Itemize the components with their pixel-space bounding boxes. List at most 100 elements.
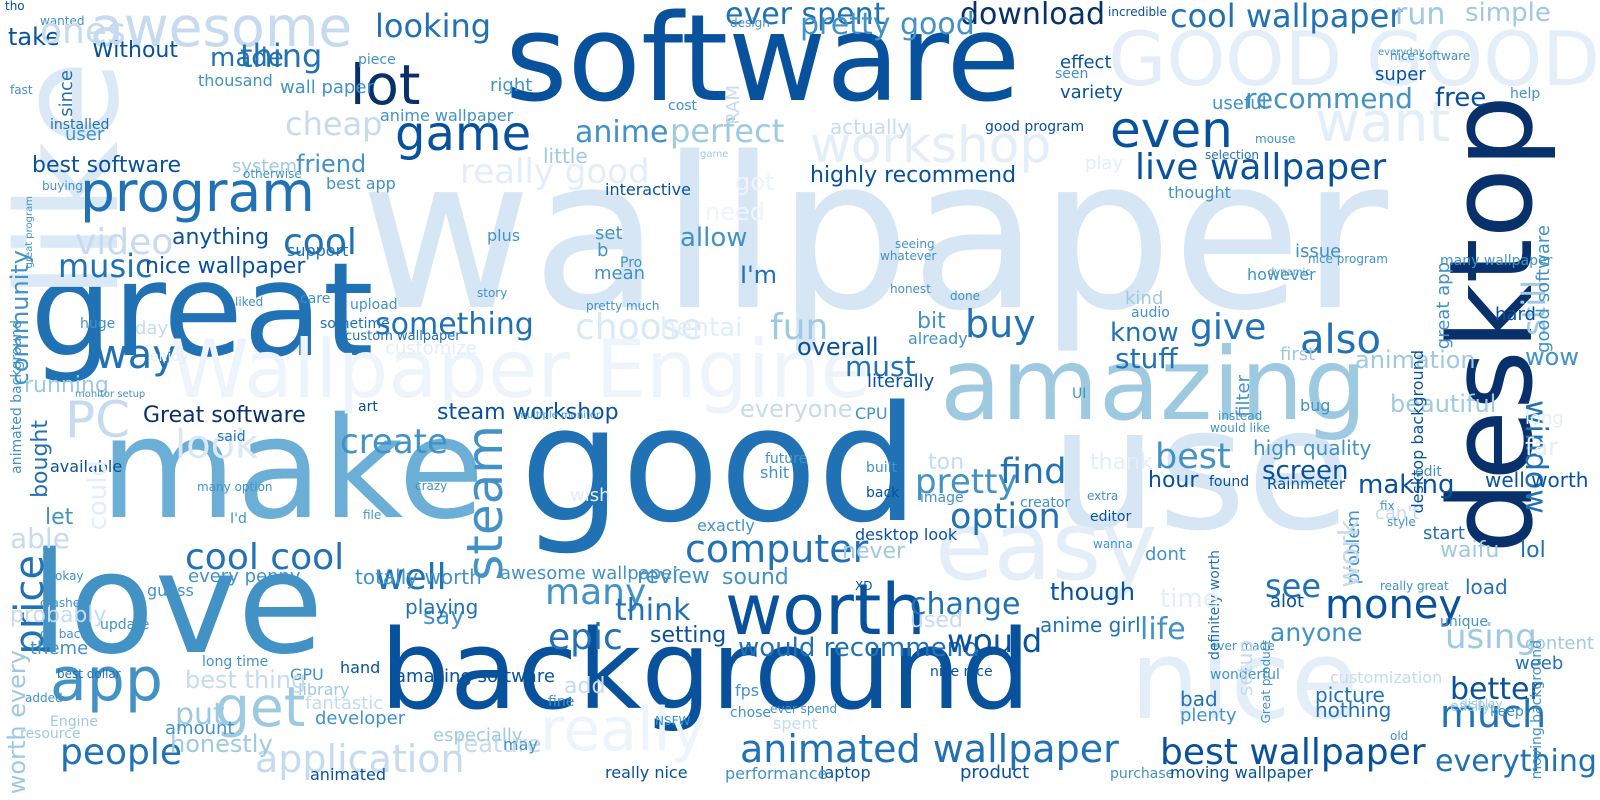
- word-fun: fun: [770, 307, 829, 348]
- word-sound: sound: [722, 565, 789, 590]
- word-thing: thing: [240, 37, 323, 75]
- word-super: super: [1375, 64, 1426, 85]
- word-anime: anime: [575, 115, 669, 150]
- word-wish: wish: [570, 485, 611, 506]
- word-alot: alot: [1270, 591, 1305, 612]
- word-product: product: [960, 762, 1030, 783]
- word-cant: can't: [1375, 503, 1420, 524]
- word-keep: keep: [1490, 704, 1524, 720]
- word-thank: thank: [1090, 450, 1153, 475]
- word-lol: lol: [1520, 538, 1546, 563]
- word-allow: allow: [680, 223, 748, 253]
- word-good-program: good program: [985, 119, 1085, 135]
- word-pretty-good: pretty good: [800, 7, 975, 42]
- word-stuff: stuff: [1115, 342, 1178, 375]
- word-variety: variety: [1060, 82, 1123, 103]
- word-piece: piece: [358, 52, 396, 68]
- word-spent: spent: [773, 714, 818, 733]
- word-since: since: [56, 70, 77, 117]
- word-done: done: [950, 289, 980, 303]
- word-really: really: [540, 695, 706, 765]
- word-customize: customize: [385, 338, 477, 359]
- word-animation: animation: [1355, 346, 1476, 374]
- word-life: life: [1140, 612, 1186, 647]
- word-video: video: [75, 222, 174, 263]
- word-download: download: [960, 0, 1106, 32]
- word-mouse: mouse: [1255, 132, 1296, 146]
- word-huge: huge: [80, 316, 116, 332]
- word-moving-wallpaper: moving wallpaper: [1170, 763, 1313, 782]
- word-setup: setup: [1233, 640, 1257, 696]
- word-easy: easy: [935, 492, 1158, 602]
- word-best-thing: best thing: [185, 666, 307, 694]
- word-system: system: [232, 156, 298, 177]
- word-epic: epic: [548, 617, 623, 658]
- word-everything: everything: [1435, 744, 1597, 779]
- word-purchase: purchase: [1110, 766, 1175, 782]
- word-ram: RAM: [723, 85, 744, 125]
- word-first: first: [1280, 344, 1316, 365]
- word-rainmeter: Rainmeter: [1267, 475, 1346, 493]
- word-cool-wallpaper: cool wallpaper: [1170, 0, 1403, 35]
- word-laptop: laptop: [820, 763, 871, 782]
- word-anyone: anyone: [1270, 618, 1363, 647]
- word-future: future: [765, 451, 808, 467]
- word-setting: setting: [650, 623, 727, 648]
- word-hand: hand: [340, 658, 381, 677]
- word-extra: extra: [1087, 489, 1119, 503]
- word-app: app: [50, 645, 163, 715]
- word-pc: PC: [65, 391, 131, 449]
- word-fast: fast: [10, 83, 33, 97]
- word-think: think: [615, 593, 691, 628]
- word-people: people: [60, 732, 183, 773]
- word-let: let: [45, 505, 74, 530]
- word-image: image: [920, 490, 964, 506]
- word-play: play: [1085, 153, 1124, 174]
- word-anime-girl: anime girl: [1040, 613, 1141, 637]
- word-cool-cool: cool cool: [185, 537, 345, 578]
- word-customization: customization: [1330, 668, 1443, 687]
- word-i-d: I'd: [230, 511, 247, 527]
- word-best-software: best software: [32, 153, 182, 178]
- word-nice-software: nice software: [1390, 49, 1471, 63]
- word-look: look: [175, 422, 259, 468]
- word-totally-worth: totally worth: [355, 565, 482, 589]
- word-set: set: [595, 223, 623, 244]
- word-theme: theme: [30, 638, 89, 659]
- word-go-back: go back: [40, 627, 88, 641]
- word-tho: tho: [5, 0, 25, 13]
- word-upload: upload: [350, 297, 398, 313]
- word-user: user: [65, 124, 105, 145]
- word-wonderful: wonderful: [1210, 667, 1280, 683]
- word-better: better: [1450, 672, 1542, 707]
- word-nice-wallpaper: nice wallpaper: [145, 254, 306, 279]
- word-animated: animated: [310, 765, 387, 784]
- word-effect: effect: [1060, 52, 1112, 73]
- word-gpu: GPU: [290, 665, 324, 684]
- word-ui: UI: [1072, 386, 1087, 402]
- word-right: right: [490, 75, 533, 96]
- word-update: update: [100, 617, 150, 633]
- word-used: used: [910, 608, 963, 633]
- word-every-penny: every penny: [188, 566, 301, 587]
- word-literally: literally: [867, 371, 935, 392]
- word-live-wallpaper: live wallpaper: [1135, 147, 1387, 188]
- word-bad: bad: [1180, 687, 1218, 711]
- word-take: take: [8, 23, 60, 51]
- word-pro: Pro: [620, 255, 643, 271]
- word-b: b: [597, 240, 609, 261]
- word-guess: guess: [147, 581, 194, 600]
- word-great: great: [30, 234, 374, 386]
- word-option: option: [950, 497, 1061, 537]
- word-audio: audio: [1131, 305, 1170, 321]
- word-making: making: [1358, 470, 1455, 500]
- word-lot: lot: [350, 53, 421, 117]
- word-engine: Engine: [50, 714, 98, 730]
- word-highly-recommend: highly recommend: [810, 163, 1017, 188]
- word-everyday: everyday: [1378, 47, 1425, 58]
- word-interactive: interactive: [605, 180, 691, 199]
- word-music: music: [58, 247, 153, 285]
- word-really-great: really great: [1380, 579, 1449, 593]
- word-software: software: [505, 0, 1021, 129]
- word-thought: thought: [1168, 183, 1231, 202]
